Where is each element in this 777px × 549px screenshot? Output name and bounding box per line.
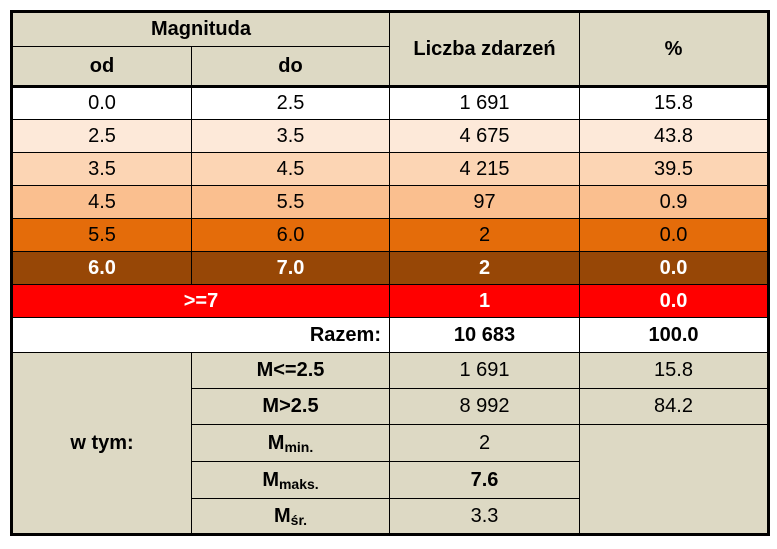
- data-row: 4.5 5.5 97 0.9: [11, 185, 769, 219]
- cell: 15.8: [579, 86, 769, 120]
- cell: 2: [389, 218, 580, 252]
- row-label: Mśr.: [191, 498, 390, 535]
- header-cell: Magnituda: [11, 11, 390, 47]
- cell: 5.5: [191, 185, 390, 219]
- cell: 4 675: [389, 119, 580, 153]
- row-label: Mmaks.: [191, 461, 390, 499]
- cell: 4 215: [389, 152, 580, 186]
- label-main: M: [273, 504, 291, 527]
- data-row: 0.0 2.5 1 691 15.8: [11, 86, 769, 120]
- cell: 2: [389, 251, 580, 285]
- cell: 0.0: [579, 251, 769, 285]
- cell: 15.8: [579, 352, 769, 389]
- header-cell: do: [191, 46, 390, 88]
- cell: 3.5: [191, 119, 390, 153]
- cell: 4.5: [11, 185, 192, 219]
- cell: 0.0: [579, 218, 769, 252]
- cell: 6.0: [11, 251, 192, 285]
- label-sub: maks.: [278, 475, 319, 492]
- cell: 3.5: [11, 152, 192, 186]
- label-sub: śr.: [290, 511, 308, 528]
- cell: 2: [389, 424, 580, 462]
- cell: 0.0: [579, 284, 769, 318]
- cell: 8 992: [389, 388, 580, 425]
- breakdown-row: M>2.5 8 992 84.2: [11, 388, 769, 425]
- cell: 2.5: [191, 86, 390, 120]
- cell: >=7: [11, 284, 390, 318]
- header-cell: Liczba zdarzeń: [389, 11, 580, 88]
- cell: 1 691: [389, 352, 580, 389]
- cell: 7.0: [191, 251, 390, 285]
- breakdown-rows: w tym: M<=2.5 1 691 15.8 M>2.5 8 992 84.2 Mmin.…: [11, 352, 769, 535]
- row-label: Mmin.: [191, 424, 390, 462]
- cell: 4.5: [191, 152, 390, 186]
- cell: 3.3: [389, 498, 580, 535]
- cell: 6.0: [191, 218, 390, 252]
- cell: 0.9: [579, 185, 769, 219]
- data-row: 3.5 4.5 4 215 39.5: [11, 152, 769, 186]
- cell: 1: [389, 284, 580, 318]
- cell: 7.6: [389, 461, 580, 499]
- cell: 97: [389, 185, 580, 219]
- breakdown-row: w tym: M<=2.5 1 691 15.8: [11, 352, 769, 535]
- cell: 100.0: [579, 317, 769, 353]
- breakdown-label: w tym:: [11, 352, 192, 535]
- cell: 2.5: [11, 119, 192, 153]
- cell: 43.8: [579, 119, 769, 153]
- magnitude-table: Magnituda Liczba zdarzeń % od do 0.0 2.5 1…: [10, 10, 770, 536]
- cell: 84.2: [579, 388, 769, 425]
- label-sub: min.: [284, 438, 314, 455]
- data-rows: 0.0 2.5 1 691 15.8 2.5 3.5 4 675 43.8 3.5 4.5 4 21…: [11, 86, 769, 285]
- total-label: Razem:: [11, 317, 390, 353]
- header-cell: od: [11, 46, 192, 88]
- empty-cell: [579, 424, 769, 535]
- cell: 5.5: [11, 218, 192, 252]
- cell: 39.5: [579, 152, 769, 186]
- header-cell: %: [579, 11, 769, 88]
- data-row: 5.5 6.0 2 0.0: [11, 218, 769, 252]
- data-row: 2.5 3.5 4 675 43.8: [11, 119, 769, 153]
- row-label: M>2.5: [191, 388, 390, 425]
- label-main: M: [262, 468, 279, 491]
- cell: 1 691: [389, 86, 580, 120]
- row-label: M<=2.5: [191, 352, 390, 389]
- cell: 0.0: [11, 86, 192, 120]
- cell: 10 683: [389, 317, 580, 353]
- label-main: M: [267, 431, 285, 454]
- data-row: 6.0 7.0 2 0.0: [11, 251, 769, 285]
